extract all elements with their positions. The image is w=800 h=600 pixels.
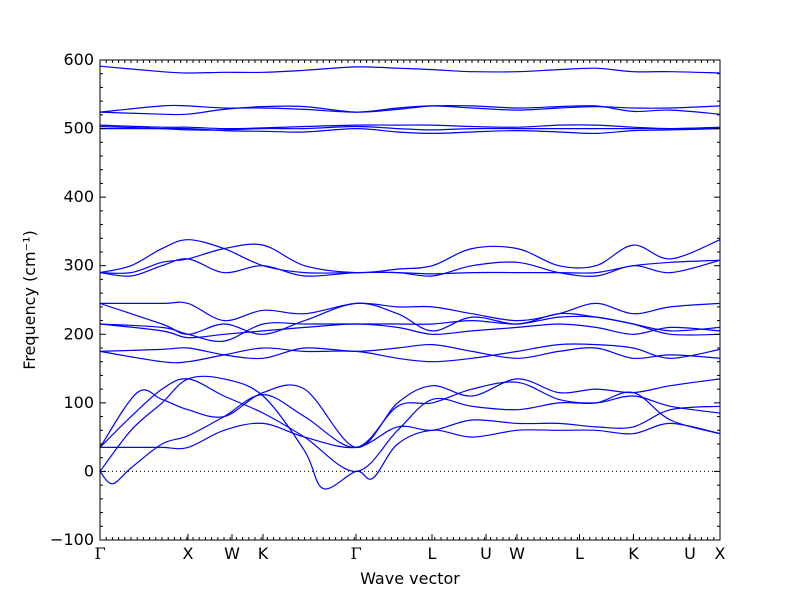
phonon-branch-18: [100, 104, 720, 113]
x-tick-label-6: L: [428, 544, 437, 563]
phonon-branch-12: [100, 239, 720, 274]
y-tick-label: 0: [84, 461, 94, 480]
x-tick-label-3: W: [224, 544, 240, 563]
y-tick-label: 500: [63, 119, 94, 138]
phonon-branch-17: [100, 124, 720, 130]
x-tick-label-10: K: [628, 544, 639, 563]
y-axis-ticks: −100 0 100 200 300 400 500 600: [50, 50, 720, 549]
phonon-branch-11: [100, 302, 720, 336]
phonon-branch-4: [100, 405, 720, 450]
axes-box: [99, 59, 721, 541]
phonon-branch-14: [100, 258, 720, 277]
phonon-branch-6: [100, 343, 720, 360]
x-tick-label-5: Γ: [350, 544, 361, 563]
y-tick-label: 300: [63, 256, 94, 275]
phonon-branch-16: [100, 125, 720, 131]
y-tick-label: 400: [63, 187, 94, 206]
x-tick-label-11: U: [684, 544, 696, 563]
plot-frame: [99, 59, 721, 541]
y-tick-label: 200: [63, 324, 94, 343]
x-axis-label: Wave vector: [360, 569, 460, 588]
x-tick-label-4: K: [258, 544, 269, 563]
phonon-branch-8: [100, 323, 720, 339]
x-tick-label-9: L: [575, 544, 584, 563]
phonon-branch-20: [100, 65, 720, 74]
y-tick-label: 600: [63, 50, 94, 69]
x-tick-label-12: X: [715, 544, 726, 563]
x-tick-label-2: X: [182, 544, 193, 563]
phonon-branch-3: [100, 375, 720, 490]
x-tick-label-1: Γ: [94, 544, 105, 563]
phonon-branch-7: [100, 343, 720, 364]
phonon-branch-1: [100, 381, 720, 485]
y-tick-label: −100: [50, 530, 94, 549]
dispersion-curves: [100, 65, 720, 490]
phonon-branch-2: [100, 378, 720, 473]
x-tick-label-7: U: [480, 544, 492, 563]
y-axis-label: Frequency (cm⁻¹): [20, 230, 39, 369]
y-tick-label: 100: [63, 393, 94, 412]
phonon-branch-10: [100, 301, 720, 322]
phonon-branch-19: [100, 105, 720, 116]
phonon-branch-5: [100, 378, 720, 449]
x-tick-label-8: W: [509, 544, 525, 563]
